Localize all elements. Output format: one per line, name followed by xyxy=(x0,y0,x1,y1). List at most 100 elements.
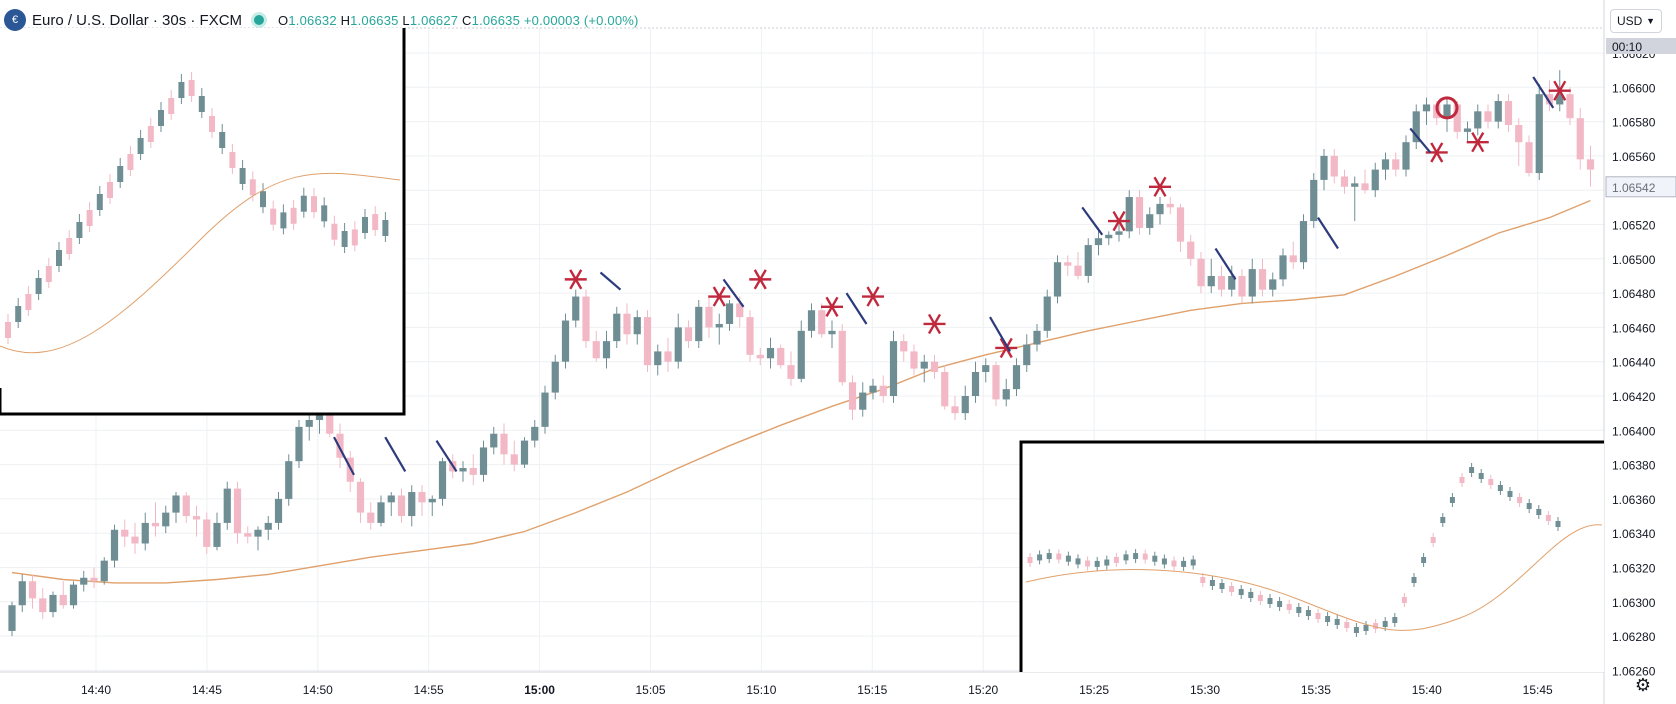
candle-up xyxy=(438,461,447,499)
inset-right-candle xyxy=(1171,560,1177,567)
candle-down xyxy=(182,495,190,517)
red-star-stroke xyxy=(825,296,839,317)
price-tick-label: 1.06480 xyxy=(1612,287,1656,301)
inset-left-candle xyxy=(198,96,205,112)
time-tick-label: 14:55 xyxy=(414,683,444,697)
inset-right-candle xyxy=(1142,553,1148,560)
candle-up xyxy=(285,461,293,499)
moving-average-line xyxy=(11,199,1591,584)
candle-up xyxy=(479,447,488,475)
candle-up xyxy=(807,310,816,331)
time-tick-label: 15:10 xyxy=(746,683,776,697)
inset-right-candle xyxy=(1085,560,1091,567)
candle-down xyxy=(397,495,406,517)
candle-up xyxy=(490,433,498,448)
red-star-marker xyxy=(1548,80,1571,101)
candle-down xyxy=(1525,142,1533,174)
price-tick-label: 1.06360 xyxy=(1612,493,1656,507)
candle-up xyxy=(162,512,170,527)
inset-right-candle xyxy=(1315,613,1321,619)
inset-right-candle xyxy=(1382,621,1388,627)
candle-up xyxy=(1053,262,1062,297)
candle-up xyxy=(1094,238,1103,246)
candle-up xyxy=(1248,269,1256,297)
inset-right-candle xyxy=(1526,503,1532,509)
ohlc-low: 1.06627 xyxy=(409,12,459,28)
red-star-marker xyxy=(923,313,946,335)
candle-down xyxy=(39,598,47,613)
inset-right-candle xyxy=(1459,477,1465,483)
candle-down xyxy=(1361,183,1369,191)
candle-up xyxy=(1463,128,1472,132)
inset-left-candle xyxy=(382,219,389,236)
inset-right-candle xyxy=(1392,617,1398,623)
price-tick-label: 1.06420 xyxy=(1612,390,1656,404)
inset-right-candle xyxy=(1200,577,1206,583)
candle-up xyxy=(1033,330,1041,345)
candle-down xyxy=(1197,258,1205,287)
time-tick-label: 15:15 xyxy=(857,683,887,697)
candle-down xyxy=(203,519,211,547)
price-tick-label: 1.06340 xyxy=(1612,527,1656,541)
candle-up xyxy=(1207,275,1215,287)
inset-right-candle xyxy=(1190,559,1196,566)
candle-up xyxy=(920,361,928,369)
inset-right-candle xyxy=(1286,604,1292,610)
candle-down xyxy=(1330,155,1338,177)
price-tick-label: 1.06300 xyxy=(1612,596,1656,610)
navy-trend-marker xyxy=(435,439,458,473)
inset-right-candle xyxy=(1497,485,1503,491)
inset-left-candle xyxy=(117,166,124,182)
candle-up xyxy=(572,296,580,321)
candle-up xyxy=(172,495,180,513)
candle-down xyxy=(326,413,334,434)
currency-button[interactable]: USD ▼ xyxy=(1610,9,1662,33)
price-tick-label: 1.06440 xyxy=(1612,356,1656,370)
candle-up xyxy=(797,330,805,379)
red-circle-marker xyxy=(1435,96,1459,120)
candle-up xyxy=(961,396,969,414)
inset-left-candle xyxy=(331,223,338,240)
inset-left-candle xyxy=(15,306,22,322)
inset-right-candle xyxy=(1248,592,1254,598)
candle-up xyxy=(141,522,149,544)
candle-down xyxy=(151,522,160,527)
inset-right-candle xyxy=(1373,623,1379,629)
inset-right-candle xyxy=(1449,497,1455,503)
candle-up xyxy=(49,594,57,613)
candle-down xyxy=(28,581,37,599)
inset-left-candle xyxy=(290,207,297,224)
candle-up xyxy=(223,488,231,523)
settings-gear-icon[interactable]: ⚙ xyxy=(1634,674,1652,695)
inset-left-candle xyxy=(25,294,32,310)
candle-up xyxy=(971,371,980,396)
inset-left-candle xyxy=(270,208,277,225)
inset-right-candle xyxy=(1555,521,1561,527)
candle-down xyxy=(1340,176,1349,187)
inset-right-candle xyxy=(1488,479,1494,485)
candle-down xyxy=(992,365,1000,400)
navy-trend-marker xyxy=(989,316,1011,352)
red-star-stroke xyxy=(1112,210,1126,232)
price-tick-label: 1.06460 xyxy=(1612,321,1656,335)
candle-down xyxy=(131,536,139,544)
inset-right-candle xyxy=(1123,554,1129,561)
inset-right-candle xyxy=(1056,553,1062,560)
inset-left-candle xyxy=(45,266,52,282)
candle-up xyxy=(1443,104,1451,119)
inset-right-candle xyxy=(1469,467,1475,473)
red-star-marker xyxy=(821,296,843,317)
candle-up xyxy=(520,440,529,465)
candle-down xyxy=(664,351,672,362)
inset-right-candle xyxy=(1305,610,1311,616)
red-star-stroke xyxy=(866,286,880,307)
candle-up xyxy=(654,351,662,366)
candles xyxy=(8,70,1595,637)
inset-right-candle xyxy=(1344,622,1350,628)
navy-trend-marker xyxy=(1317,217,1339,250)
red-star-marker xyxy=(1466,132,1489,153)
inset-left-candle xyxy=(280,212,287,229)
symbol-title[interactable]: Euro / U.S. Dollar · 30s · FXCM xyxy=(32,11,243,29)
candle-down xyxy=(941,371,949,407)
